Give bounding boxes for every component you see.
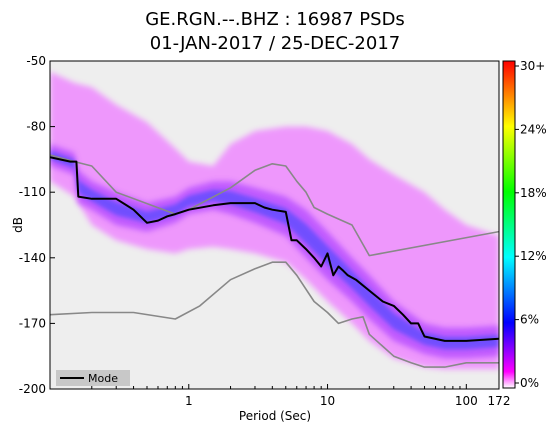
- y-tick-label: -200: [19, 382, 46, 396]
- y-axis-label: dB: [11, 217, 25, 233]
- x-tick-label: 100: [455, 394, 478, 408]
- psd-density-core: [50, 144, 499, 359]
- y-tick-label: -140: [19, 251, 46, 265]
- low-noise-model-line: [50, 261, 499, 368]
- mode-line: [50, 156, 499, 342]
- legend-box: [56, 370, 130, 386]
- chart-title-line1: GE.RGN.--.BHZ : 16987 PSDs: [145, 9, 405, 30]
- colorbar: 0% 6% 12% 18% 24% 30+: [502, 59, 547, 390]
- chart-title-line2: 01-JAN-2017 / 25-DEC-2017: [150, 33, 401, 54]
- high-noise-model-line: [50, 154, 499, 257]
- x-axis-ticks: 1 10 100 172: [49, 384, 511, 408]
- y-axis-ticks: -50 -80 -110 -140 -170 -200: [19, 54, 55, 396]
- colorbar-tick-label: 0%: [520, 376, 539, 390]
- colorbar-gradient: [502, 60, 516, 389]
- colorbar-tick-label: 18%: [520, 186, 547, 200]
- y-tick-label: -80: [26, 120, 46, 134]
- x-tick-label: 10: [320, 394, 335, 408]
- colorbar-ticks: 0% 6% 12% 18% 24% 30+: [515, 59, 547, 390]
- series-layer: [50, 154, 499, 368]
- colorbar-tick-label: 30+: [520, 59, 545, 73]
- x-tick-label: 1: [185, 394, 193, 408]
- colorbar-tick-label: 24%: [520, 122, 547, 136]
- legend: Mode: [56, 370, 130, 386]
- colorbar-tick-label: 12%: [520, 249, 547, 263]
- y-tick-label: -170: [19, 316, 46, 330]
- x-tick-label: 172: [488, 394, 511, 408]
- colorbar-tick-label: 6%: [520, 313, 539, 327]
- y-tick-label: -50: [26, 54, 46, 68]
- plot-area: [50, 71, 499, 370]
- y-tick-label: -110: [19, 185, 46, 199]
- legend-mode-label: Mode: [88, 372, 118, 385]
- plot-frame: [49, 60, 500, 390]
- x-axis-label: Period (Sec): [239, 409, 311, 423]
